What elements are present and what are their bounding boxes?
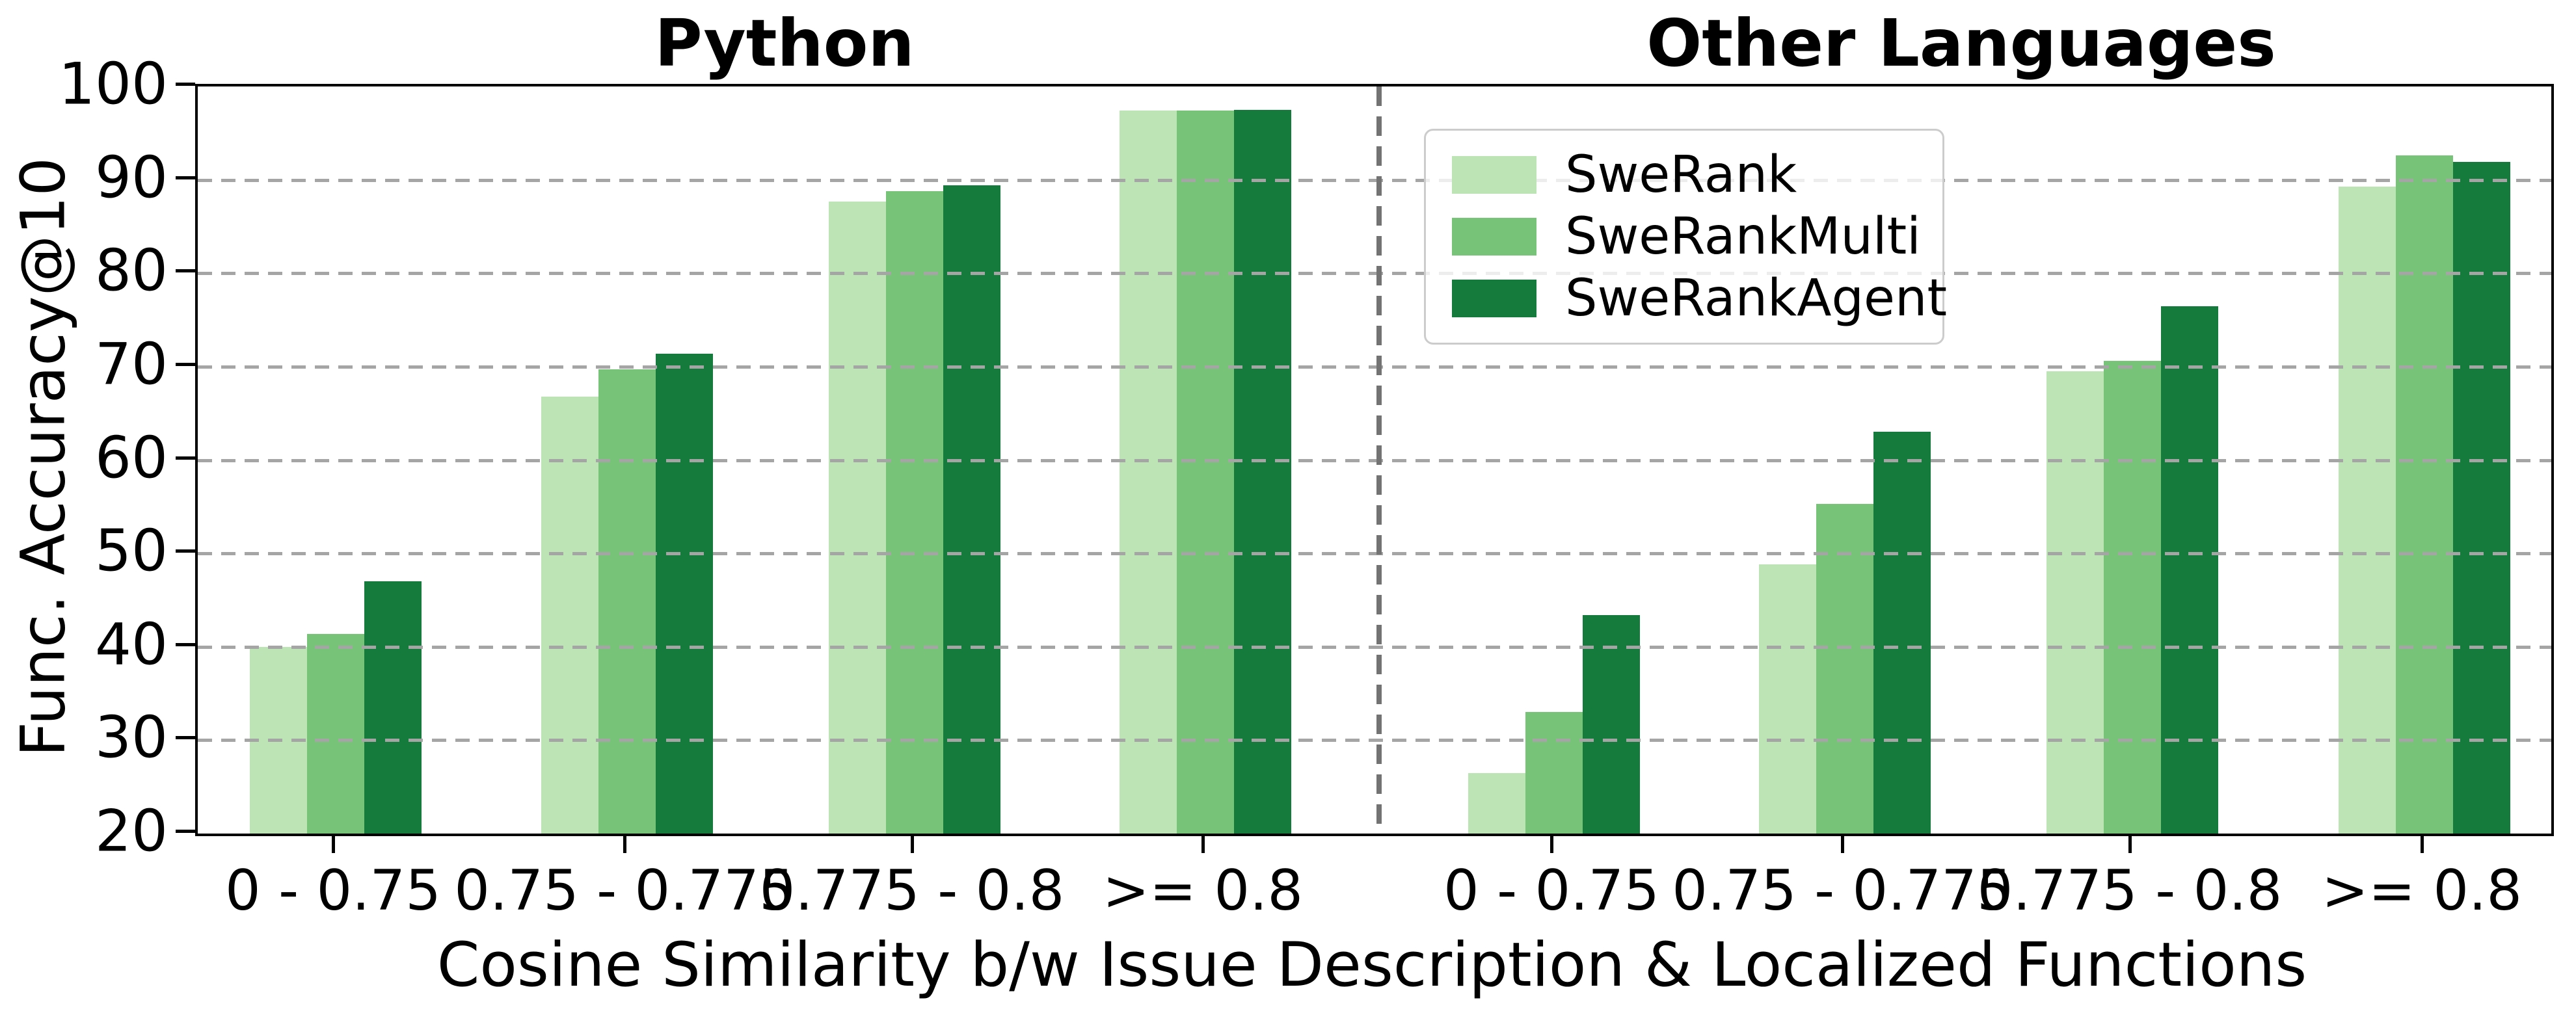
bar-swerankmulti-other-languages-group3: [2104, 361, 2161, 834]
gridline-y-30: [198, 739, 2551, 743]
y-tick-label-50: 50: [95, 517, 168, 585]
y-tick-label-20: 20: [95, 797, 168, 865]
x-tick-mark-5: [1550, 834, 1553, 853]
bar-swerankagent-other-languages-group4: [2453, 162, 2510, 834]
bar-swerank-other-languages-group4: [2339, 186, 2396, 834]
legend-row: SweRank: [1452, 146, 1916, 204]
right-panel-title: Other Languages: [1646, 5, 2276, 81]
x-tick-label-4: >= 0.8: [1102, 858, 1304, 923]
bar-swerankagent-other-languages-group3: [2161, 306, 2218, 834]
bar-swerank-python-group3: [829, 201, 886, 834]
y-tick-mark-30: [176, 736, 195, 740]
y-tick-label-90: 90: [95, 144, 168, 211]
gridline-y-60: [198, 458, 2551, 462]
y-tick-label-60: 60: [95, 424, 168, 491]
legend-swatch-swerank: [1452, 155, 1536, 194]
y-tick-label-70: 70: [95, 330, 168, 398]
x-tick-label-8: >= 0.8: [2321, 858, 2523, 923]
gridline-y-80: [198, 272, 2551, 276]
x-tick-mark-1: [332, 834, 335, 853]
bar-swerankmulti-python-group1: [307, 633, 364, 834]
x-axis-label: Cosine Similarity b/w Issue Description …: [436, 930, 2307, 1001]
bar-swerankmulti-other-languages-group1: [1525, 712, 1583, 834]
x-tick-mark-3: [911, 834, 914, 853]
bar-swerankmulti-python-group2: [598, 369, 656, 834]
y-tick-mark-60: [176, 456, 195, 460]
x-tick-label-6: 0.75 - 0.775: [1672, 858, 2013, 923]
left-panel-title: Python: [654, 5, 915, 81]
y-tick-mark-70: [176, 362, 195, 366]
x-tick-label-3: 0.775 - 0.8: [759, 858, 1065, 923]
bar-swerank-python-group2: [541, 396, 598, 834]
legend-row: SweRankMulti: [1452, 207, 1921, 266]
x-tick-mark-4: [1201, 834, 1205, 853]
bar-swerank-python-group4: [1120, 111, 1177, 834]
x-tick-label-1: 0 - 0.75: [225, 858, 441, 923]
legend-label-swerankagent: SweRankAgent: [1565, 269, 1948, 328]
y-tick-mark-20: [176, 830, 195, 833]
gridline-y-50: [198, 552, 2551, 556]
x-tick-label-5: 0 - 0.75: [1443, 858, 1659, 923]
legend-row: SweRankAgent: [1452, 269, 1947, 328]
legend-label-swerankmulti: SweRankMulti: [1565, 207, 1921, 266]
y-tick-label-30: 30: [95, 704, 168, 771]
bar-swerankagent-python-group2: [656, 353, 713, 834]
gridline-y-90: [198, 178, 2551, 182]
y-tick-mark-40: [176, 642, 195, 646]
x-tick-mark-8: [2421, 834, 2424, 853]
bar-swerank-other-languages-group2: [1759, 564, 1816, 834]
gridline-y-40: [198, 645, 2551, 649]
y-tick-mark-90: [176, 176, 195, 179]
x-tick-mark-2: [623, 834, 626, 853]
x-tick-mark-7: [2128, 834, 2132, 853]
y-tick-label-80: 80: [95, 237, 168, 304]
legend-swatch-swerankagent: [1452, 280, 1536, 318]
y-tick-mark-50: [176, 549, 195, 553]
y-tick-label-40: 40: [95, 611, 168, 678]
legend-swatch-swerankmulti: [1452, 217, 1536, 256]
bar-swerank-other-languages-group1: [1468, 772, 1525, 834]
y-tick-mark-80: [176, 269, 195, 273]
bar-swerankmulti-python-group4: [1177, 111, 1234, 834]
bar-swerankmulti-python-group3: [886, 191, 943, 834]
x-tick-label-2: 0.75 - 0.775: [454, 858, 795, 923]
y-tick-label-100: 100: [59, 50, 168, 118]
legend: SweRank SweRankMulti SweRankAgent: [1424, 129, 1947, 345]
gridline-y-70: [198, 365, 2551, 369]
bar-swerankagent-python-group4: [1234, 109, 1291, 834]
bar-swerankmulti-other-languages-group2: [1816, 504, 1873, 834]
legend-label-swerank: SweRank: [1565, 145, 1797, 204]
bar-swerankagent-python-group3: [943, 185, 1000, 834]
bar-swerank-other-languages-group3: [2046, 371, 2104, 834]
y-tick-mark-100: [176, 83, 195, 86]
x-tick-mark-6: [1841, 834, 1844, 853]
bar-swerankmulti-other-languages-group4: [2396, 155, 2453, 834]
panel-divider-dashed-line: [1376, 86, 1382, 834]
bar-swerankagent-python-group1: [364, 581, 422, 834]
plot-area: SweRank SweRankMulti SweRankAgent: [195, 84, 2554, 836]
bar-swerankagent-other-languages-group2: [1873, 432, 1931, 834]
x-tick-label-7: 0.775 - 0.8: [1977, 858, 2283, 923]
bar-swerankagent-other-languages-group1: [1583, 614, 1640, 834]
